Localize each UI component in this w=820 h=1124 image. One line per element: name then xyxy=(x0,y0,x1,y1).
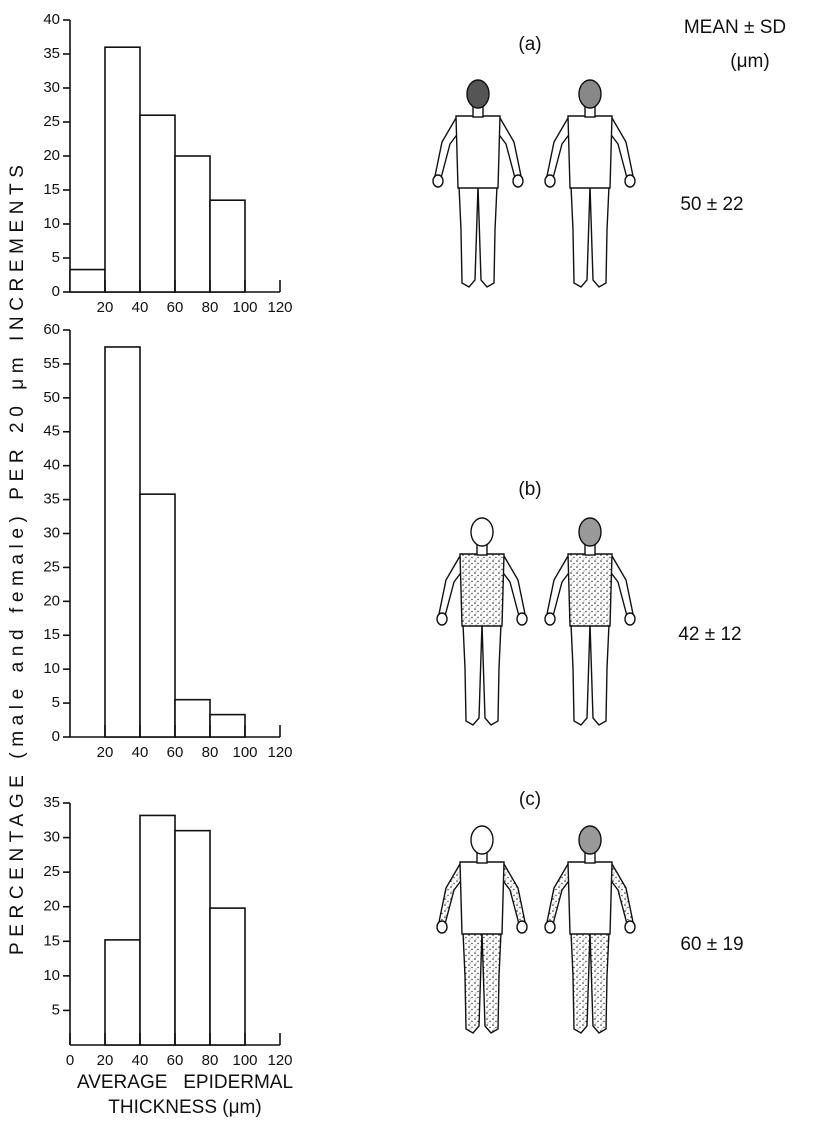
y-tick-label: 40 xyxy=(43,11,60,28)
y-tick-label: 45 xyxy=(43,423,60,440)
panel-label: (b) xyxy=(518,479,541,500)
x-tick-label: 100 xyxy=(232,1052,257,1069)
y-tick-label: 35 xyxy=(43,491,60,508)
bar xyxy=(69,268,106,293)
header-unit: (μm) xyxy=(730,51,769,72)
y-tick-label: 0 xyxy=(52,283,60,300)
y-tick-label: 60 xyxy=(43,321,60,338)
x-tick-label: 60 xyxy=(167,744,184,761)
x-axis-label: AVERAGE EPIDERMAL xyxy=(77,1072,293,1093)
x-tick-label: 80 xyxy=(202,744,219,761)
y-tick-label: 40 xyxy=(43,457,60,474)
x-tick-label: 100 xyxy=(232,744,257,761)
y-tick-label: 30 xyxy=(43,524,60,541)
bar xyxy=(209,713,246,738)
y-tick-label: 25 xyxy=(43,558,60,575)
x-tick-label: 40 xyxy=(132,1052,149,1069)
x-tick-label: 120 xyxy=(267,744,292,761)
x-axis-label: THICKNESS (μm) xyxy=(108,1097,261,1118)
y-tick-label: 5 xyxy=(52,249,60,266)
bar xyxy=(104,46,141,293)
bar xyxy=(209,907,246,1046)
y-tick-label: 15 xyxy=(43,181,60,198)
y-tick-label: 35 xyxy=(43,45,60,62)
x-tick-label: 40 xyxy=(132,299,149,316)
y-tick-label: 15 xyxy=(43,932,60,949)
y-tick-label: 50 xyxy=(43,389,60,406)
y-axis-label: PERCENTAGE (male and female) PER 20 μm I… xyxy=(7,165,28,955)
x-tick-label: 120 xyxy=(267,1052,292,1069)
bar xyxy=(174,829,211,1046)
x-tick-label: 40 xyxy=(132,744,149,761)
bar xyxy=(104,346,141,738)
x-tick-label: 80 xyxy=(202,1052,219,1069)
bar xyxy=(174,155,211,293)
body-figures xyxy=(432,79,636,1034)
y-tick-label: 55 xyxy=(43,355,60,372)
y-tick-label: 25 xyxy=(43,863,60,880)
y-tick-label: 20 xyxy=(43,898,60,915)
bar xyxy=(139,493,176,738)
bar xyxy=(104,939,141,1046)
y-tick-label: 0 xyxy=(52,728,60,745)
bar xyxy=(139,114,176,293)
y-tick-label: 25 xyxy=(43,113,60,130)
x-tick-label: 60 xyxy=(167,1052,184,1069)
x-tick-label: 100 xyxy=(232,299,257,316)
header-title: MEAN ± SD xyxy=(684,17,786,38)
y-tick-label: 15 xyxy=(43,626,60,643)
x-tick-label: 60 xyxy=(167,299,184,316)
mean-sd: 60 ± 19 xyxy=(680,934,743,955)
x-tick-label: 0 xyxy=(66,1052,74,1069)
x-tick-label: 20 xyxy=(97,299,114,316)
x-tick-label: 20 xyxy=(97,744,114,761)
y-tick-label: 20 xyxy=(43,147,60,164)
panel-label: (c) xyxy=(519,789,541,810)
y-tick-label: 35 xyxy=(43,794,60,811)
x-tick-label: 20 xyxy=(97,1052,114,1069)
y-tick-label: 30 xyxy=(43,79,60,96)
y-tick-label: 30 xyxy=(43,829,60,846)
y-tick-label: 10 xyxy=(43,660,60,677)
x-tick-label: 120 xyxy=(267,299,292,316)
bar xyxy=(209,199,246,293)
y-tick-label: 5 xyxy=(52,1001,60,1018)
y-tick-label: 10 xyxy=(43,215,60,232)
mean-sd: 50 ± 22 xyxy=(680,194,743,215)
y-tick-label: 20 xyxy=(43,592,60,609)
panel-label: (a) xyxy=(518,34,541,55)
y-tick-label: 5 xyxy=(52,694,60,711)
y-tick-label: 10 xyxy=(43,967,60,984)
bar xyxy=(139,814,176,1046)
mean-sd: 42 ± 12 xyxy=(678,624,741,645)
bar xyxy=(174,698,211,738)
x-tick-label: 80 xyxy=(202,299,219,316)
